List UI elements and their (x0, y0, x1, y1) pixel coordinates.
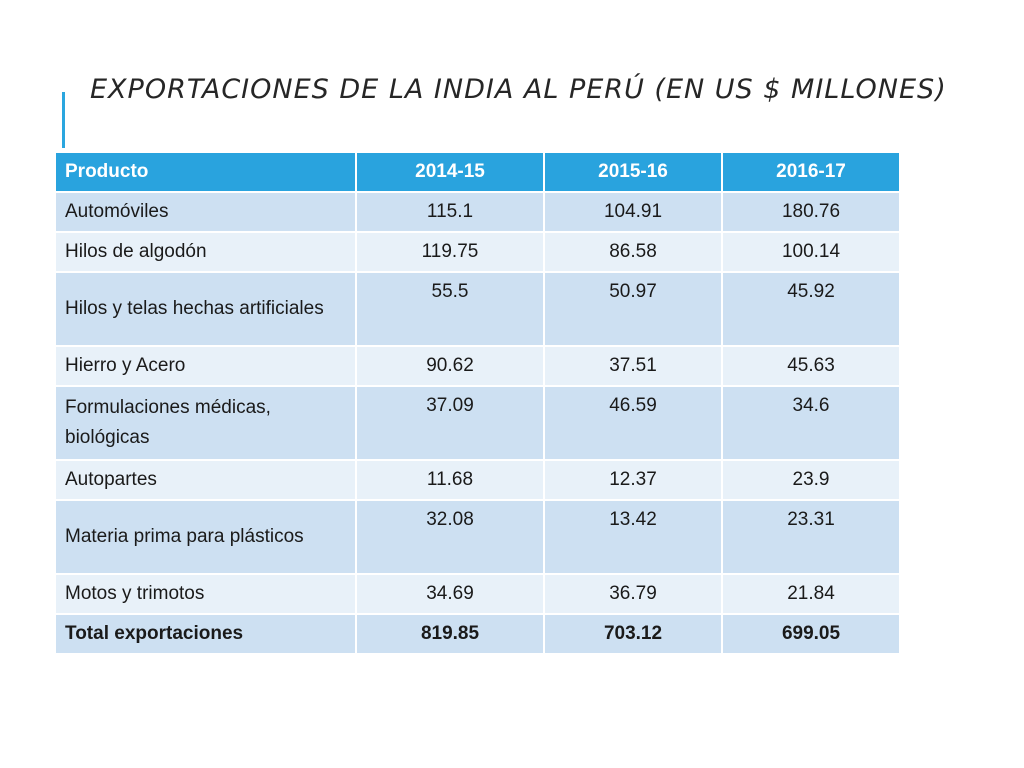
product-name: Materia prima para plásticos (54, 499, 357, 575)
table-row: Hierro y Acero 90.62 37.51 45.63 (54, 345, 901, 387)
total-label: Total exportaciones (54, 613, 357, 655)
title-accent-bar (62, 92, 65, 148)
value-2015-16: 36.79 (543, 573, 723, 615)
value-2014-15: 115.1 (355, 191, 545, 233)
header-2015-16: 2015-16 (543, 151, 723, 193)
value-2016-17: 180.76 (721, 191, 901, 233)
product-name: Formulaciones médicas, biológicas (54, 385, 357, 461)
value-2016-17: 45.92 (721, 271, 901, 347)
value-2016-17: 100.14 (721, 231, 901, 273)
table-header-row: Producto 2014-15 2015-16 2016-17 (54, 151, 901, 193)
value-2016-17: 23.9 (721, 459, 901, 501)
value-2015-16: 104.91 (543, 191, 723, 233)
value-2016-17: 45.63 (721, 345, 901, 387)
product-name: Automóviles (54, 191, 357, 233)
product-name: Hilos y telas hechas artificiales (54, 271, 357, 347)
value-2014-15: 37.09 (355, 385, 545, 461)
total-2015-16: 703.12 (543, 613, 723, 655)
table-row: Hilos de algodón 119.75 86.58 100.14 (54, 231, 901, 273)
total-2014-15: 819.85 (355, 613, 545, 655)
exports-table: Producto 2014-15 2015-16 2016-17 Automóv… (54, 151, 901, 655)
value-2014-15: 34.69 (355, 573, 545, 615)
value-2015-16: 12.37 (543, 459, 723, 501)
value-2015-16: 50.97 (543, 271, 723, 347)
value-2014-15: 90.62 (355, 345, 545, 387)
value-2015-16: 13.42 (543, 499, 723, 575)
product-name: Hilos de algodón (54, 231, 357, 273)
product-name: Autopartes (54, 459, 357, 501)
total-2016-17: 699.05 (721, 613, 901, 655)
value-2014-15: 55.5 (355, 271, 545, 347)
value-2014-15: 119.75 (355, 231, 545, 273)
table-row: Automóviles 115.1 104.91 180.76 (54, 191, 901, 233)
table-row: Materia prima para plásticos 32.08 13.42… (54, 499, 901, 575)
value-2015-16: 86.58 (543, 231, 723, 273)
table-row: Motos y trimotos 34.69 36.79 21.84 (54, 573, 901, 615)
product-name: Motos y trimotos (54, 573, 357, 615)
slide-title: Exportaciones de la India al Perú (en US… (90, 74, 947, 105)
value-2015-16: 46.59 (543, 385, 723, 461)
product-name: Hierro y Acero (54, 345, 357, 387)
value-2016-17: 23.31 (721, 499, 901, 575)
value-2014-15: 11.68 (355, 459, 545, 501)
table-total-row: Total exportaciones 819.85 703.12 699.05 (54, 613, 901, 655)
table-row: Autopartes 11.68 12.37 23.9 (54, 459, 901, 501)
header-2014-15: 2014-15 (355, 151, 545, 193)
table-row: Hilos y telas hechas artificiales 55.5 5… (54, 271, 901, 347)
value-2014-15: 32.08 (355, 499, 545, 575)
value-2015-16: 37.51 (543, 345, 723, 387)
table-row: Formulaciones médicas, biológicas 37.09 … (54, 385, 901, 461)
value-2016-17: 34.6 (721, 385, 901, 461)
header-producto: Producto (54, 151, 357, 193)
header-2016-17: 2016-17 (721, 151, 901, 193)
value-2016-17: 21.84 (721, 573, 901, 615)
